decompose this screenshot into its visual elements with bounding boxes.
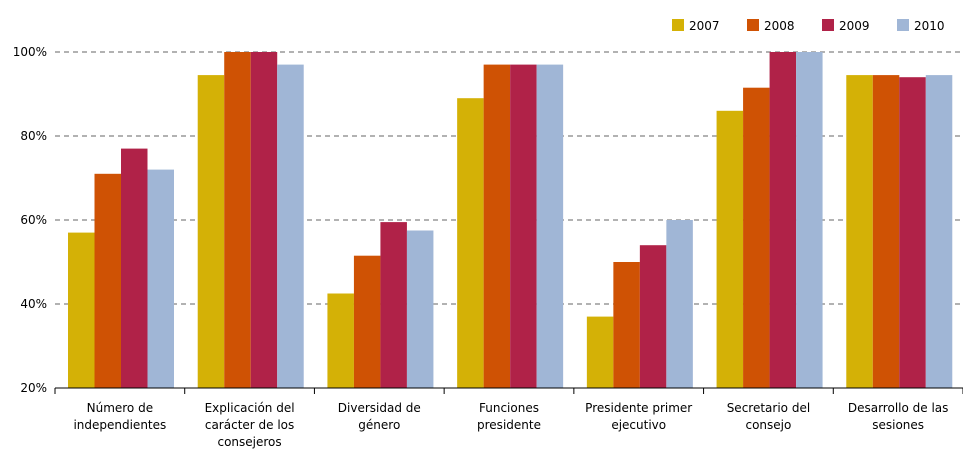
bar-2008-3 [353,255,381,388]
bar-2010-3 [406,230,434,388]
x-category-label: Secretario del consejo [727,401,810,432]
legend-swatch-2010 [897,19,909,31]
legend-swatch-2008 [747,19,759,31]
bar-2007-4 [457,98,484,388]
bar-2008-5 [613,262,640,388]
bar-2009-4 [510,64,537,388]
bar-2009-3 [380,222,407,388]
y-tick-label: 100% [13,45,47,59]
bar-2010-7 [925,75,953,388]
bar-2007-7 [846,75,873,388]
x-category-label: Número de independientes [73,401,166,432]
x-category-label: Desarrollo de las sesiones [848,401,949,432]
bar-2009-1 [121,148,148,388]
bar-2010-4 [536,64,564,388]
bar-2007-3 [327,293,354,388]
legend-label-2007: 2007 [689,19,720,33]
legend: 2007 2008 2009 2010 [672,19,945,33]
bar-2010-2 [277,64,304,388]
x-category-label: Funciones presidente [477,401,541,432]
legend-label-2009: 2009 [839,19,870,33]
legend-swatch-2009 [822,19,834,31]
bar-2008-7 [872,75,900,388]
bar-2008-6 [743,87,770,388]
y-tick-label: 40% [20,297,47,311]
bar-2008-4 [483,64,511,388]
bars [68,52,953,389]
y-tick-label: 80% [20,129,47,143]
x-category-label: Diversidad de género [338,401,421,432]
y-tick-label: 20% [20,381,47,395]
bar-2010-1 [147,169,174,388]
bar-2009-6 [769,52,797,388]
bar-2008-2 [224,52,251,388]
bar-2007-5 [586,316,614,388]
bar-2009-7 [899,77,926,388]
bar-2009-5 [639,245,667,388]
x-category-label: Presidente primer ejecutivo [585,401,692,432]
axes [54,387,963,394]
y-tick-labels: 20% 40% 60% 80% 100% [13,45,47,395]
bar-2007-1 [68,232,95,388]
y-tick-label: 60% [20,213,47,227]
legend-label-2010: 2010 [914,19,945,33]
bar-2008-1 [94,173,121,388]
legend-swatch-2007 [672,19,684,31]
legend-label-2008: 2008 [764,19,795,33]
bar-2010-5 [666,220,693,388]
x-category-label: Explicación del carácter de los consejeros [205,401,295,449]
bar-2007-2 [197,75,225,388]
bar-2010-6 [796,52,823,388]
bar-2009-2 [250,52,278,388]
x-category-labels: Número de independientes Explicación del ca… [73,401,948,449]
bar-2007-6 [716,110,744,389]
